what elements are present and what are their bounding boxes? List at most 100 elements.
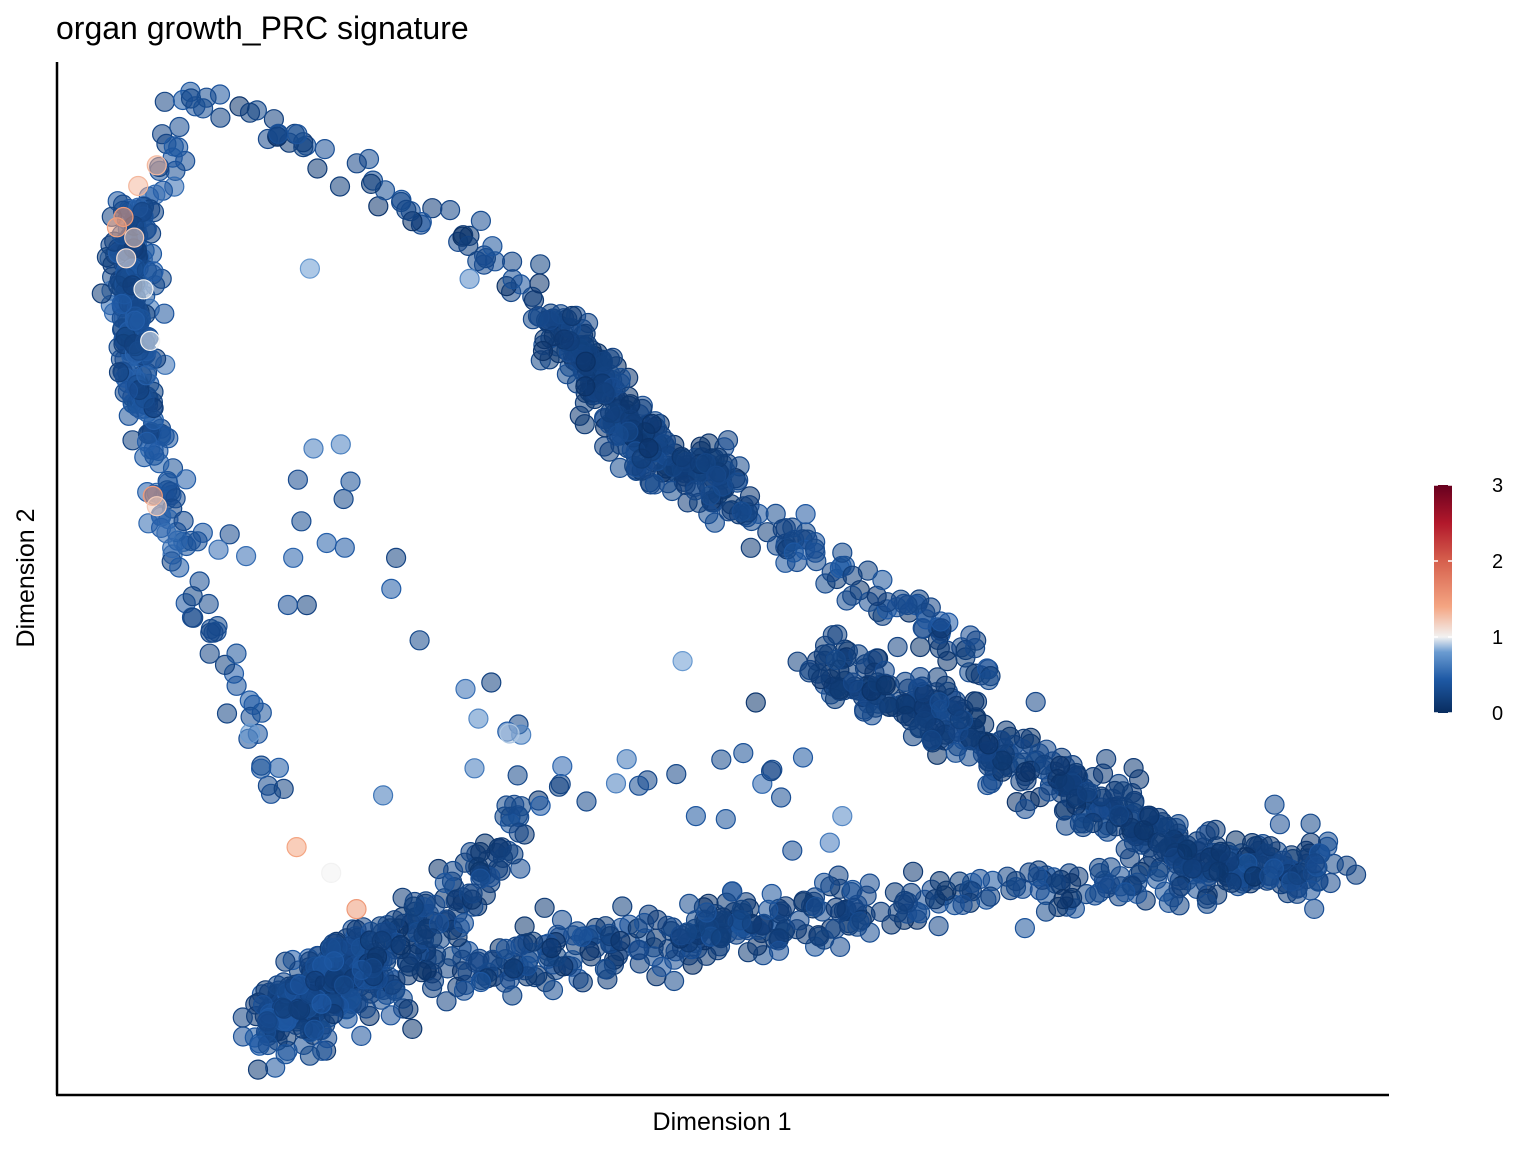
data-point (842, 672, 864, 693)
data-point (522, 931, 544, 952)
data-point (927, 629, 949, 651)
data-point (210, 107, 231, 128)
data-point (168, 137, 189, 158)
data-point (346, 898, 367, 920)
data-point (638, 438, 659, 459)
data-point (91, 283, 112, 304)
data-point (351, 1025, 372, 1047)
data-point (870, 901, 892, 923)
data-point (722, 881, 743, 902)
data-point (949, 709, 970, 730)
data-point (1304, 898, 1325, 920)
data-point (1108, 804, 1130, 825)
data-point (616, 749, 637, 770)
data-point (133, 279, 154, 300)
data-point (501, 251, 523, 272)
data-point (453, 980, 475, 1001)
data-point (381, 578, 402, 600)
data-point (380, 1005, 401, 1026)
data-point (124, 227, 145, 248)
data-point (929, 692, 950, 713)
data-point (575, 376, 596, 397)
data-point (257, 1034, 278, 1056)
data-point (849, 911, 870, 932)
data-point (761, 883, 782, 905)
data-point (226, 643, 247, 664)
data-point (275, 951, 296, 972)
data-point (842, 565, 863, 586)
data-point (530, 254, 551, 275)
data-point (1133, 820, 1154, 841)
data-point (176, 469, 197, 490)
data-point (795, 924, 817, 945)
data-point (422, 928, 443, 949)
data-point (473, 254, 495, 275)
data-point (403, 896, 424, 917)
data-point (507, 765, 528, 786)
data-point (647, 909, 668, 931)
data-point (459, 268, 480, 289)
data-point (373, 785, 394, 806)
data-point (503, 958, 524, 979)
data-point (711, 749, 732, 770)
data-point (330, 434, 351, 455)
data-point (1015, 761, 1036, 783)
data-point (455, 678, 476, 700)
data-point (108, 362, 130, 383)
data-point (402, 1018, 423, 1040)
data-point (696, 902, 717, 923)
data-point (561, 305, 583, 327)
data-point (314, 139, 335, 160)
data-point (523, 290, 545, 311)
data-point (113, 206, 134, 228)
data-point (316, 532, 337, 554)
data-point (333, 488, 354, 510)
data-point (182, 586, 203, 607)
data-point (572, 972, 593, 993)
data-point (458, 235, 479, 256)
data-point (495, 938, 516, 960)
data-point (828, 865, 849, 886)
data-point (895, 694, 916, 715)
data-point (605, 773, 627, 794)
data-point (928, 915, 949, 937)
data-point (514, 916, 535, 937)
data-point (532, 340, 554, 362)
data-point (628, 775, 650, 796)
data-point (1088, 857, 1110, 879)
data-point (275, 1044, 296, 1065)
data-point (848, 644, 869, 665)
data-point (760, 761, 782, 782)
data-point (440, 200, 461, 221)
data-point (609, 457, 631, 478)
data-point (208, 539, 229, 560)
data-point (1115, 882, 1136, 903)
data-point (695, 453, 716, 474)
data-point (949, 871, 970, 892)
data-point (267, 975, 288, 996)
data-point (542, 979, 564, 1001)
data-point (470, 971, 491, 993)
data-point (966, 691, 988, 712)
data-point (805, 896, 826, 917)
data-point (805, 542, 826, 563)
data-point (610, 930, 631, 952)
data-point (1287, 864, 1308, 886)
data-point (198, 593, 219, 615)
data-point (390, 935, 411, 956)
data-point (1014, 917, 1036, 939)
data-point (307, 158, 328, 179)
data-point (283, 547, 304, 568)
data-point (530, 795, 551, 816)
data-point (196, 87, 217, 108)
data-point (676, 452, 697, 473)
data-point (980, 886, 1001, 907)
data-point (128, 175, 149, 197)
data-point (827, 624, 848, 645)
data-point (277, 594, 298, 616)
data-point (534, 897, 555, 918)
color-legend: 0 1 2 3 (1434, 475, 1503, 725)
data-point (792, 747, 814, 768)
data-point (291, 511, 312, 532)
data-point (273, 778, 294, 800)
